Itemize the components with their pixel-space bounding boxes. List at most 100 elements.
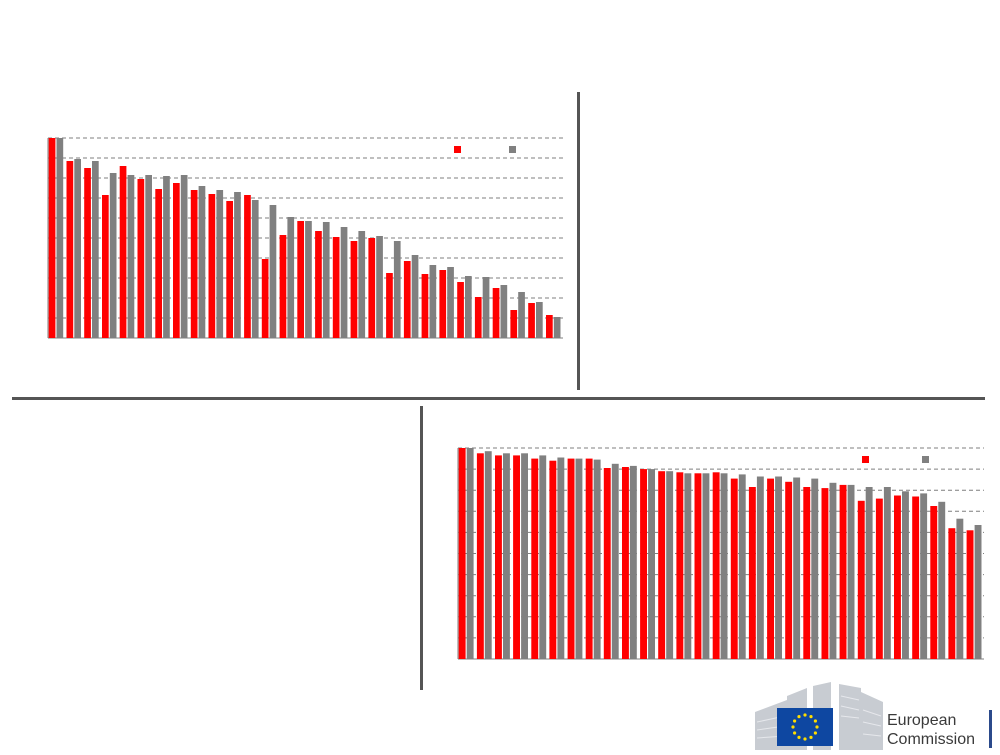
chart-bottom-legend-marker-1 xyxy=(862,456,869,463)
horizontal-divider xyxy=(12,397,985,400)
chart-top-legend-marker-1 xyxy=(454,146,461,153)
chart-bottom-bar-s2-8 xyxy=(593,459,601,659)
logo-accent-bar xyxy=(989,710,992,748)
chart-top-bar-s1-13 xyxy=(261,259,269,338)
eu-star xyxy=(813,731,817,735)
chart-top-bar-s2-23 xyxy=(447,267,454,338)
chart-top-bar-s1-18 xyxy=(350,241,358,338)
chart-bottom-bar-s2-28 xyxy=(956,518,964,659)
chart-top-bar-s1-10 xyxy=(208,194,216,338)
chart-bottom-bar-s1-29 xyxy=(966,530,974,659)
chart-bottom-svg xyxy=(457,447,984,660)
chart-top-bar-s1-8 xyxy=(173,183,180,338)
chart-top-bar-s1-9 xyxy=(190,190,198,338)
chart-top-bar-s2-17 xyxy=(340,227,348,338)
chart-bottom-bar-s2-18 xyxy=(775,476,782,659)
chart-bottom-bar-s1-6 xyxy=(549,460,557,659)
chart-bottom-bar-s1-9 xyxy=(603,468,611,659)
chart-bottom-bar-s1-5 xyxy=(531,458,539,659)
chart-top-bar-s2-20 xyxy=(393,241,401,338)
chart-top-bar-s1-4 xyxy=(102,195,109,338)
chart-bottom-bar-s2-1 xyxy=(466,448,474,659)
chart-bottom-bar-s2-2 xyxy=(484,451,492,659)
chart-top-bar-s2-26 xyxy=(500,285,508,338)
chart-top-bar-s1-12 xyxy=(244,195,251,338)
chart-top-bar-s2-12 xyxy=(251,200,259,338)
chart-bottom-bar-s1-24 xyxy=(875,498,883,659)
chart-top-bar-s1-27 xyxy=(510,310,518,338)
chart-top-bar-s1-19 xyxy=(368,238,376,338)
chart-top-bar-s1-25 xyxy=(474,297,482,338)
logo-line-1: European xyxy=(887,712,957,729)
european-commission-logo: European Commission xyxy=(755,682,1000,750)
chart-top-bar-s2-24 xyxy=(465,276,472,338)
chart-top-legend-marker-2 xyxy=(509,146,516,153)
chart-bottom-bar-s1-19 xyxy=(785,481,793,659)
chart-bottom-bar-s2-14 xyxy=(702,473,710,659)
chart-bottom-bar-s1-28 xyxy=(948,528,956,659)
chart-bottom-bar-s2-23 xyxy=(865,487,873,659)
chart-top-bar-s2-6 xyxy=(145,175,152,338)
chart-bottom-bar-s1-8 xyxy=(585,458,593,659)
logo-line-2: Commission xyxy=(887,731,976,748)
chart-bottom-bar-s2-13 xyxy=(684,473,692,659)
chart-bottom-bar-s2-29 xyxy=(974,525,982,659)
chart-bottom-bar-s2-27 xyxy=(938,501,946,659)
eu-building-icon xyxy=(755,682,883,750)
chart-top-bar-s2-22 xyxy=(429,265,437,338)
chart-bottom-bar-s2-9 xyxy=(611,463,619,659)
chart-top-bar-s2-28 xyxy=(536,302,543,338)
chart-bottom-bar-s1-13 xyxy=(676,472,684,659)
chart-bottom-bar-s1-7 xyxy=(567,458,575,659)
chart-bottom-bar-s1-25 xyxy=(894,495,901,659)
chart-bottom-bar-s1-26 xyxy=(912,496,920,659)
vertical-divider-bottom xyxy=(420,406,423,690)
chart-bottom-bar-s1-14 xyxy=(694,473,702,659)
chart-bottom-bar-s2-22 xyxy=(847,484,855,659)
eu-star xyxy=(809,735,813,739)
chart-top-bar-s2-11 xyxy=(234,192,241,338)
chart-bottom-bar-s1-1 xyxy=(458,448,466,659)
chart-top-bar-s2-14 xyxy=(287,217,295,338)
chart-bottom-bar-s1-18 xyxy=(767,478,774,659)
chart-top-bar-s2-25 xyxy=(482,277,490,338)
eu-star xyxy=(803,737,807,741)
chart-top-bar-s2-5 xyxy=(127,175,135,338)
chart-bottom-bar-s1-12 xyxy=(658,471,666,659)
chart-bottom-bar-s2-3 xyxy=(503,453,510,659)
chart-top-bar-s1-20 xyxy=(386,273,393,338)
chart-top-bar-s1-26 xyxy=(492,288,500,338)
chart-bottom-bar-s1-4 xyxy=(513,455,520,659)
chart-top-bar-s1-17 xyxy=(332,237,340,338)
eu-star xyxy=(793,719,797,723)
chart-top-bar-s1-16 xyxy=(315,231,322,338)
vertical-divider-top xyxy=(577,92,580,390)
chart-top-bar-s2-7 xyxy=(163,176,170,338)
chart-top-bar-s2-15 xyxy=(305,221,312,338)
chart-bottom-bar-s2-6 xyxy=(557,457,565,659)
eu-star xyxy=(791,725,795,729)
logo-text: European Commission xyxy=(887,711,975,749)
chart-top-bar-s2-18 xyxy=(358,231,366,338)
eu-star xyxy=(809,715,813,719)
chart-top-bar-s1-22 xyxy=(421,274,429,338)
chart-top-bar-s1-3 xyxy=(84,168,91,338)
chart-bottom-bar-s1-22 xyxy=(839,484,847,659)
chart-top-bar-s1-21 xyxy=(403,261,411,338)
chart-top-bar-s2-9 xyxy=(198,186,206,338)
chart-top-svg xyxy=(47,137,563,339)
eu-star xyxy=(793,731,797,735)
chart-top-bar-s1-23 xyxy=(439,270,447,338)
chart-top-bar-s1-2 xyxy=(66,161,74,338)
chart-bottom-bar-s1-11 xyxy=(640,469,647,659)
chart-top-bar-s2-3 xyxy=(92,161,99,338)
eu-star xyxy=(803,713,807,717)
chart-bottom-bar-s2-4 xyxy=(521,453,528,659)
chart-bottom-bar-s2-17 xyxy=(756,476,764,659)
chart-top-bar-s1-5 xyxy=(119,166,127,338)
chart-top-bar-s2-4 xyxy=(109,173,117,338)
chart-bottom-bar-s1-3 xyxy=(495,455,502,659)
chart-bottom-bar-s2-20 xyxy=(811,478,819,659)
chart-top-bar-s2-8 xyxy=(180,175,188,338)
chart-bottom-bar-s1-10 xyxy=(622,467,629,659)
